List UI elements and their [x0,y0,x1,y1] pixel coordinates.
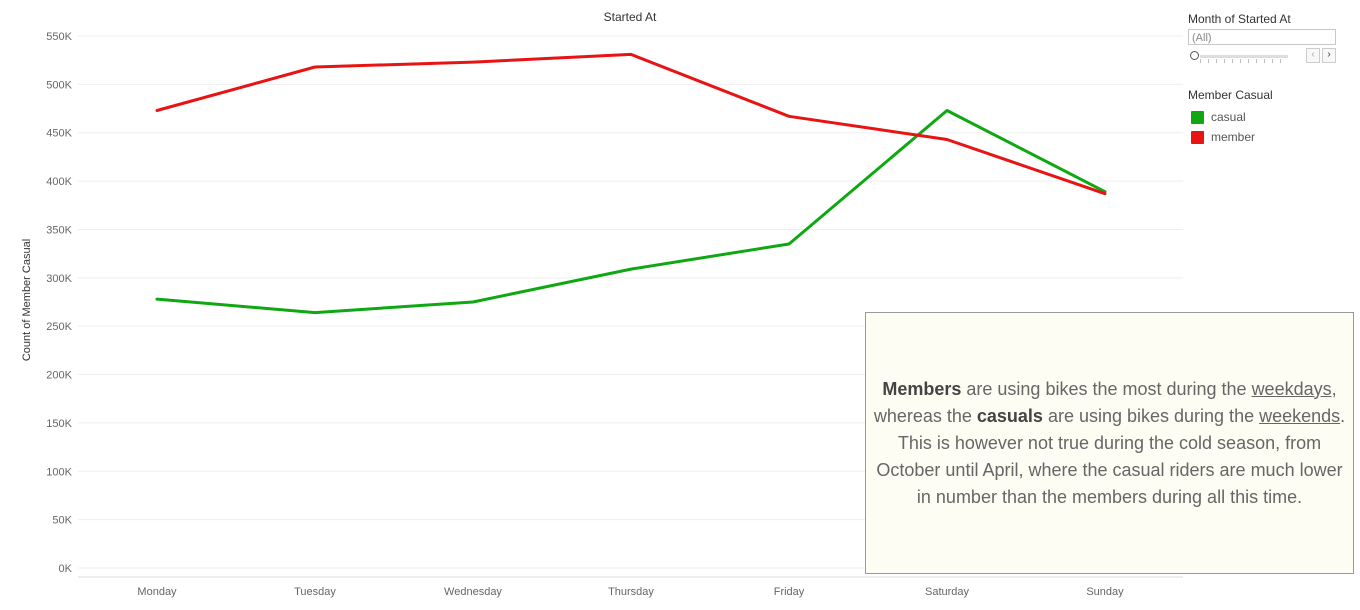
filter-title: Month of Started At [1188,12,1291,26]
x-tick-label: Saturday [925,586,970,598]
x-tick-label: Friday [774,586,805,598]
annotation-box: Members are using bikes the most during … [865,312,1354,574]
legend-label-member: member [1211,130,1256,144]
members-word: Members [882,378,962,399]
slider-ticks [1200,59,1288,63]
next-month-button[interactable]: › [1322,48,1336,63]
month-filter-select[interactable]: (All) [1188,29,1336,45]
annotation-text-3: are using bikes during the [1042,405,1260,426]
chevron-left-icon: ‹ [1311,49,1315,60]
month-filter: Month of Started At (All) ‹ › [1188,12,1338,64]
annotation-text-2: , whereas the [873,378,1337,426]
legend-item-casual[interactable]: casual [1188,107,1338,127]
series-line-casual[interactable] [155,109,1107,315]
x-tick-label: Wednesday [444,586,502,598]
slider-track[interactable] [1200,55,1288,58]
previous-month-button[interactable]: ‹ [1306,48,1320,63]
y-tick-label: 550K [46,31,72,43]
y-tick-label: 250K [46,321,72,333]
annotation-text-4: . [1340,405,1346,426]
series-line-member[interactable] [155,52,1107,196]
y-tick-label: 350K [46,224,72,236]
y-axis-label: Count of Member Casual [21,239,33,361]
weekdays-word: weekdays [1251,378,1332,399]
annotation-text: Members are using bikes the most during … [870,376,1349,511]
annotation-text-1: are using bikes the most during the [961,378,1252,399]
x-tick-label: Thursday [608,586,654,598]
weekends-word: weekends [1259,405,1341,426]
y-tick-label: 450K [46,128,72,140]
casuals-word: casuals [976,405,1043,426]
legend-swatch-casual [1191,110,1204,124]
legend-item-member[interactable]: member [1188,127,1338,147]
y-tick-label: 500K [46,79,72,91]
annotation-line-2: This is however not true during the cold… [876,432,1343,507]
y-tick-label: 150K [46,418,72,430]
slider-handle[interactable] [1190,51,1199,60]
y-tick-label: 400K [46,176,72,188]
chart-title: Started At [604,10,657,24]
chevron-right-icon: › [1327,49,1331,60]
y-tick-label: 50K [52,515,72,527]
x-tick-label: Sunday [1086,586,1124,598]
legend-title: Member Casual [1188,88,1273,102]
legend: Member Casual casual member [1188,88,1338,147]
y-tick-label: 200K [46,370,72,382]
legend-label-casual: casual [1211,110,1246,124]
y-tick-label: 300K [46,273,72,285]
x-tick-label: Tuesday [294,586,336,598]
x-tick-label: Monday [137,586,177,598]
y-tick-label: 100K [46,466,72,478]
y-tick-label: 0K [59,563,73,575]
legend-swatch-member [1191,130,1204,144]
month-slider: ‹ › [1188,48,1338,64]
